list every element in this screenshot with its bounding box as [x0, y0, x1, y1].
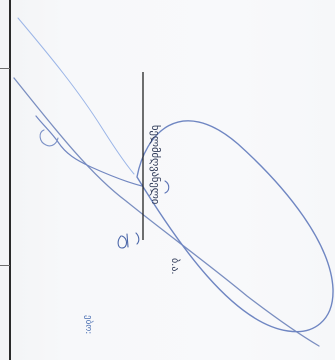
left-caption: ებო: [83, 315, 93, 335]
signature-top-thin-stroke [17, 17, 135, 175]
signature-hook [39, 129, 59, 147]
signature-center-dot [164, 180, 170, 194]
signature-small-mark [117, 232, 140, 249]
left-border-tick-bottom [0, 265, 10, 266]
left-border-line [9, 0, 11, 360]
signature-long-stroke [13, 77, 320, 347]
signer-caption: ხელმძღვანელი [149, 125, 161, 205]
signature-loop [136, 120, 334, 333]
left-border-tick-top [0, 68, 10, 69]
signature-middle-curve [35, 115, 143, 187]
initials-caption: ბ.ა. [169, 258, 180, 275]
